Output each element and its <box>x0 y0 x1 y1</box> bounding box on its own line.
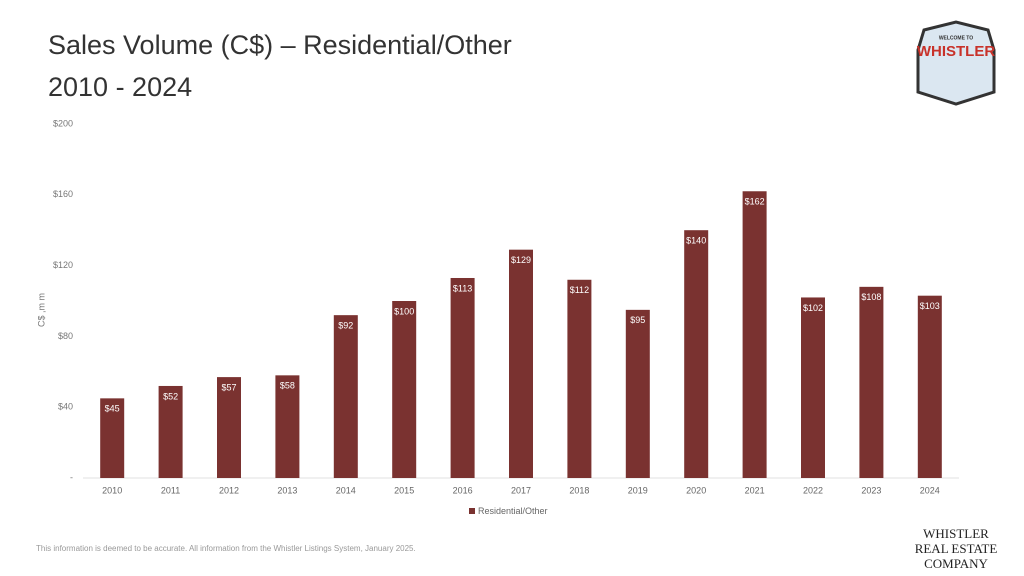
value-label: $57 <box>221 382 236 392</box>
bar <box>509 249 533 478</box>
value-label: $95 <box>630 315 645 325</box>
x-tick-label: 2012 <box>219 485 239 495</box>
value-label: $100 <box>394 306 414 316</box>
company-line: REAL ESTATE <box>915 541 998 556</box>
x-tick-label: 2010 <box>102 485 122 495</box>
x-tick-label: 2016 <box>453 485 473 495</box>
x-tick-label: 2020 <box>686 485 706 495</box>
value-label: $129 <box>511 255 531 265</box>
bar <box>275 375 300 478</box>
value-label: $102 <box>803 303 823 313</box>
bar <box>742 191 767 478</box>
value-label: $45 <box>105 404 120 414</box>
bar <box>625 309 650 478</box>
x-tick-label: 2021 <box>745 485 765 495</box>
x-tick-label: 2018 <box>569 485 589 495</box>
company-line: COMPANY <box>924 556 988 571</box>
company-line: WHISTLER <box>923 526 989 541</box>
y-tick-label: $120 <box>53 260 73 270</box>
x-tick-label: 2013 <box>277 485 297 495</box>
bar <box>450 277 475 478</box>
bar <box>100 398 125 478</box>
value-label: $103 <box>920 301 940 311</box>
bar <box>158 385 183 478</box>
bar <box>392 301 417 478</box>
chart-title: Sales Volume (C$) – Residential/Other <box>48 30 512 60</box>
x-tick-label: 2024 <box>920 485 940 495</box>
y-tick-label: $200 <box>53 118 73 128</box>
x-tick-label: 2011 <box>161 485 180 495</box>
logo: WELCOME TO WHISTLER <box>916 20 996 106</box>
value-label: $108 <box>861 292 881 302</box>
bar <box>859 286 884 478</box>
y-tick-label: $40 <box>58 402 73 412</box>
y-axis-label: C$ ,m m <box>36 293 46 327</box>
value-label: $140 <box>686 236 706 246</box>
y-tick-label: $80 <box>58 331 73 341</box>
chart-subtitle: 2010 - 2024 <box>48 72 192 102</box>
value-label: $113 <box>453 283 472 293</box>
value-label: $162 <box>745 197 765 207</box>
logo-shield <box>916 20 996 106</box>
footer-note: This information is deemed to be accurat… <box>36 544 416 553</box>
value-label: $58 <box>280 381 295 391</box>
y-tick-label: - <box>70 472 73 482</box>
value-label: $112 <box>570 285 589 295</box>
logo-main: WHISTLER <box>917 43 995 60</box>
legend-swatch <box>469 508 475 514</box>
bar <box>333 315 358 478</box>
bar <box>567 279 592 478</box>
bar <box>917 295 942 478</box>
x-tick-label: 2015 <box>394 485 414 495</box>
x-tick-label: 2023 <box>861 485 881 495</box>
value-label: $52 <box>163 391 178 401</box>
bar <box>217 377 241 478</box>
legend-label: Residential/Other <box>478 506 548 516</box>
x-tick-label: 2014 <box>336 485 356 495</box>
logo-top: WELCOME TO <box>939 35 973 41</box>
x-tick-label: 2017 <box>511 485 531 495</box>
value-label: $92 <box>338 321 353 331</box>
x-tick-label: 2019 <box>628 485 648 495</box>
x-tick-label: 2022 <box>803 485 823 495</box>
y-tick-label: $160 <box>53 189 73 199</box>
bar <box>801 297 825 478</box>
bar <box>684 230 709 478</box>
